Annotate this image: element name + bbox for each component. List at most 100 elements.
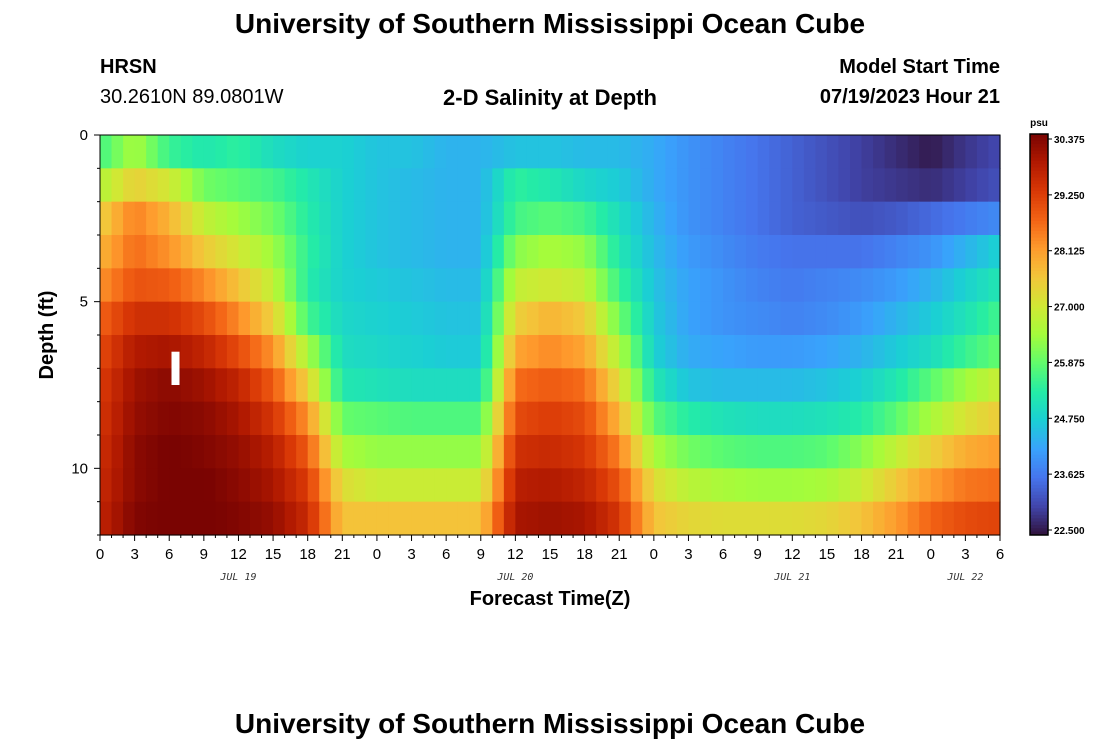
heatmap-cell [642,435,655,469]
heatmap-cell [273,468,286,503]
heatmap-cell [596,168,609,203]
heatmap-cell [123,268,136,303]
heatmap-cell [261,201,274,236]
heatmap-cell [907,135,920,169]
colorbar-segment [1030,140,1048,145]
heatmap-cell [238,335,251,369]
heatmap-cell [688,201,701,236]
x-tick-label: 0 [927,546,935,563]
colorbar-segment [1030,391,1048,396]
heatmap-cell [838,435,851,469]
colorbar-segment [1030,521,1048,526]
heatmap-cell [330,235,343,269]
heatmap-cell [446,268,459,303]
heatmap-cell [826,468,840,503]
heatmap-cell [250,435,263,469]
heatmap-cell [296,401,309,436]
heatmap-cell [388,335,401,369]
heatmap-cell [538,401,551,436]
heatmap-cell [896,335,909,369]
heatmap-cell [838,168,851,203]
heatmap-cell [469,435,482,469]
colorbar-segment [1030,291,1048,295]
colorbar-segment [1030,454,1048,459]
heatmap-cell [665,468,678,503]
x-tick-label: 6 [719,546,727,563]
heatmap-cell [434,468,447,503]
heatmap-cell [757,301,770,336]
heatmap-cell [503,401,516,436]
heatmap-cell [192,368,205,403]
heatmap-cell [596,501,609,536]
heatmap-cell [192,501,205,536]
heatmap-cell [561,168,574,203]
heatmap-cell [238,435,251,469]
heatmap-cell [953,301,966,336]
heatmap-cell [446,335,459,369]
heatmap-cell [942,201,955,236]
heatmap-cell [769,301,782,336]
heatmap-cell [469,368,482,403]
x-tick-label: 0 [373,546,381,563]
colorbar-segment [1030,347,1048,352]
day-label: JUL 20 [496,572,533,583]
heatmap-cell [607,368,620,403]
heatmap-cell [930,235,943,269]
heatmap-cell [907,201,920,236]
heatmap-cell [538,468,551,503]
heatmap-cell [630,301,643,336]
heatmap-cell [388,301,401,336]
heatmap-cell [423,435,436,469]
heatmap-cell [503,435,516,469]
heatmap-cell [607,335,620,369]
colorbar-segment [1030,501,1048,506]
heatmap-cell [353,201,366,236]
heatmap-cell [111,268,124,303]
heatmap-cell [434,201,447,236]
heatmap-cell [815,135,828,169]
heatmap-cell [157,501,170,536]
heatmap-cell [446,435,459,469]
heatmap-cell [665,168,678,203]
colorbar-segment [1030,160,1048,165]
heatmap-cell [965,235,978,269]
heatmap-cell [734,135,747,169]
heatmap-cell [469,301,482,336]
heatmap-cell [203,468,216,503]
heatmap-cell [376,301,390,336]
heatmap-cell [423,501,436,536]
heatmap-cell [376,468,390,503]
heatmap-cell [469,268,482,303]
heatmap-cell [492,268,505,303]
heatmap-cell [653,235,666,269]
heatmap-cell [296,135,309,169]
heatmap-cell [296,168,309,203]
colorbar-segment [1030,281,1048,285]
heatmap-cell [965,468,978,503]
heatmap-cell [711,368,724,403]
heatmap-cell [111,135,124,169]
colorbar-segment [1030,528,1048,533]
heatmap-cell [515,435,528,469]
heatmap-cell [319,168,332,203]
heatmap-cell [457,368,470,403]
colorbar-segment [1030,411,1048,416]
heatmap-cell [319,135,332,169]
heatmap-cell [307,435,320,469]
heatmap-cell [700,435,713,469]
heatmap-cell [942,135,955,169]
heatmap-cell [861,501,874,536]
heatmap-cell [642,201,655,236]
heatmap-cell [607,435,620,469]
heatmap-cell [423,301,436,336]
heatmap-cell [723,468,736,503]
colorbar-segment [1030,518,1048,523]
heatmap-cell [342,401,355,436]
heatmap-cell [561,235,574,269]
colorbar-segment [1030,464,1048,469]
heatmap-cell [769,468,782,503]
heatmap-cell [607,135,620,169]
colorbar-tick-label: 24.750 [1054,414,1085,425]
heatmap-cell [642,301,655,336]
heatmap-cell [746,268,759,303]
